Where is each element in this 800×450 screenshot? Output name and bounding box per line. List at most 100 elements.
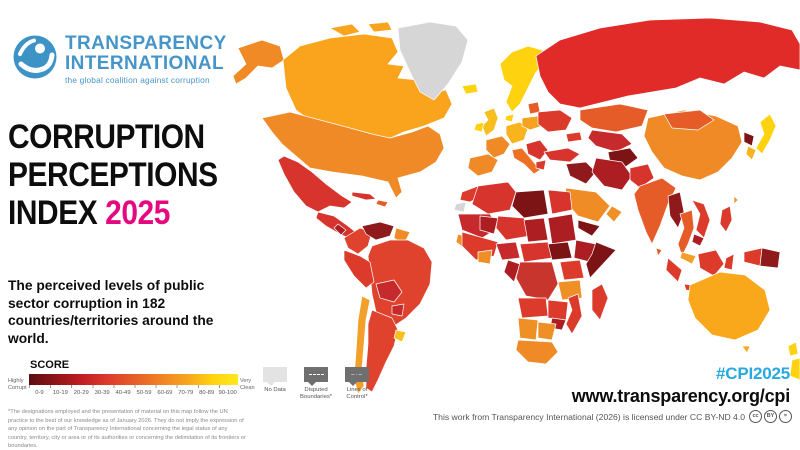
- map-region-usa: [261, 111, 445, 199]
- map-region-south-africa: [515, 339, 559, 365]
- map-region-south-sudan-car: [547, 241, 573, 261]
- cc-by-icon: BY: [764, 410, 777, 423]
- map-region-western-sahara: [453, 201, 467, 213]
- map-region-myanmar: [667, 191, 685, 229]
- logo-tagline: the global coalition against corruption: [65, 75, 210, 85]
- map-region-new-zealand: [787, 341, 800, 381]
- map-region-colombia: [343, 227, 373, 255]
- map-region-ukraine: [537, 109, 573, 133]
- map-region-drc: [515, 261, 559, 301]
- map-region-bolivia: [375, 279, 403, 303]
- map-region-uk: [481, 107, 499, 137]
- map-region-scandinavia: [499, 45, 547, 113]
- key-lines-of-control: ‒·‒ Lines of Control*: [341, 367, 373, 402]
- map-region-yemen: [577, 219, 601, 237]
- map-region-sulawesi: [723, 253, 735, 271]
- map-region-angola: [517, 297, 549, 319]
- map-region-turkey: [543, 147, 581, 163]
- map-region-libya: [511, 189, 549, 219]
- map-region-denmark: [504, 113, 515, 123]
- cc-license-icons: cc BY =: [749, 410, 792, 423]
- map-region-kenya-uganda: [559, 259, 585, 281]
- map-region-greece: [535, 159, 547, 171]
- title-line3: INDEX 2025: [8, 194, 170, 232]
- cc-nd-icon: =: [779, 410, 792, 423]
- map-region-peru: [343, 249, 375, 289]
- map-region-pakistan: [629, 163, 655, 189]
- disputed-boundaries-swatch: [304, 367, 328, 386]
- logo-line2: INTERNATIONAL: [65, 53, 224, 74]
- map-region-indonesian-new-guinea: [743, 247, 763, 267]
- map-region-russia: [535, 17, 800, 109]
- map-region-syria-iraq: [565, 161, 597, 185]
- map-region-italy: [511, 147, 541, 175]
- map-region-hispaniola: [375, 199, 389, 208]
- map-region-cameroon-car: [519, 241, 553, 263]
- license-text: This work from Transparency Internationa…: [432, 411, 745, 422]
- map-region-sumatra: [665, 257, 683, 283]
- logo-line1: TRANSPARENCY: [65, 33, 227, 54]
- map-region-south-korea: [745, 145, 757, 161]
- map-region-cambodia: [691, 233, 705, 247]
- map-region-nicaragua: [333, 223, 347, 236]
- subtitle-description: The perceived levels of public sector co…: [8, 278, 214, 346]
- map-region-ireland: [473, 121, 485, 133]
- map-region-botswana: [537, 321, 557, 341]
- map-region-greenland: [397, 21, 469, 101]
- map-region-uruguay: [393, 329, 407, 343]
- map-region-mali: [479, 215, 499, 235]
- no-data-swatch: [263, 367, 287, 386]
- map-region-philippines: [719, 205, 733, 233]
- website-url: www.transparency.org/cpi: [571, 386, 790, 406]
- map-region-taiwan: [733, 195, 739, 205]
- map-region-ghana-ivory-coast: [477, 249, 493, 265]
- map-region-oman: [605, 205, 623, 223]
- map-region-mexico: [277, 155, 353, 213]
- key-no-data: No Data: [259, 367, 291, 402]
- title-line1: CORRUPTION: [8, 118, 205, 156]
- map-region-thailand: [677, 209, 695, 257]
- map-region-france: [485, 135, 511, 159]
- page-title: CORRUPTION PERCEPTIONS INDEX 2025: [8, 118, 218, 232]
- map-region-germany: [505, 121, 529, 145]
- map-region-mozambique: [565, 293, 583, 335]
- score-label-highly-corrupt: Highly Corrupt: [8, 378, 27, 391]
- map-region-china: [643, 109, 743, 181]
- score-tick-labels: 0-9 10-19 20-29 30-39 40-49 50-59 60-69 …: [35, 390, 237, 396]
- map-region-sri-lanka: [655, 247, 663, 257]
- map-region-algeria: [471, 181, 517, 215]
- map-region-cuba: [351, 191, 377, 201]
- map-region-north-korea: [743, 131, 755, 147]
- title-year: 2025: [105, 194, 170, 232]
- map-region-iceland: [461, 83, 479, 95]
- score-label-very-clean: Very Clean: [240, 378, 255, 391]
- title-line2: PERCEPTIONS: [8, 156, 218, 194]
- map-region-paraguay: [391, 303, 405, 317]
- transparency-international-logo: TRANSPARENCY INTERNATIONAL the global co…: [12, 34, 227, 84]
- map-region-alaska: [232, 39, 285, 85]
- map-region-japan: [755, 113, 777, 155]
- score-legend: SCORE Highly Corrupt 0-9 10-19 20-29 30-…: [8, 359, 258, 396]
- map-region-india: [633, 177, 677, 245]
- map-region-iran: [591, 157, 633, 191]
- map-region-mongolia: [663, 109, 715, 131]
- map-region-congo-gabon: [503, 259, 521, 283]
- map-region-tasmania: [741, 345, 751, 354]
- map-region-balkans: [525, 139, 549, 161]
- map-region-borneo: [697, 249, 725, 277]
- score-gradient-bar: [29, 374, 238, 385]
- map-region-somalia: [585, 241, 617, 279]
- map-region-kazakhstan: [579, 103, 649, 133]
- map-region-iberia: [467, 153, 499, 177]
- map-region-sudan: [547, 213, 577, 245]
- map-region-papua-new-guinea: [759, 247, 781, 269]
- lines-of-control-swatch: ‒·‒: [345, 367, 369, 386]
- cc-icon: cc: [749, 410, 762, 423]
- map-region-zambia: [547, 299, 569, 321]
- map-key: No Data Disputed Boundaries* ‒·‒ Lines o…: [259, 367, 373, 402]
- globe-icon: [13, 35, 57, 79]
- map-region-poland: [521, 115, 543, 131]
- map-region-egypt: [547, 189, 573, 215]
- map-region-argentina: [365, 309, 399, 393]
